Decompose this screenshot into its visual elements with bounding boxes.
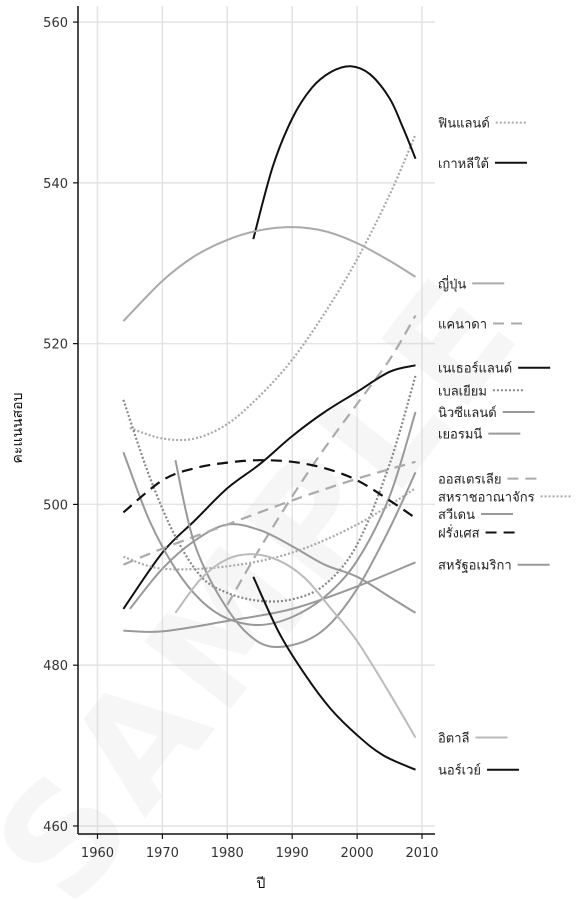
legend-label: เนเธอร์แลนด์	[438, 361, 512, 377]
legend-label: ฟินแลนด์	[438, 116, 490, 132]
series-line-6	[129, 523, 417, 614]
legend-label: ฝรั่งเศส	[438, 525, 480, 542]
legend-label: แคนาดา	[438, 318, 487, 333]
legend-entry-2: ญี่ปุ่น	[438, 275, 505, 292]
series-line-8	[122, 460, 416, 566]
x-tick-label: 1990	[276, 846, 309, 861]
legend-label: นิวซีแลนด์	[438, 405, 497, 421]
series-line-10	[174, 459, 417, 649]
legend-entry-6: นิวซีแลนด์	[438, 405, 535, 421]
series-line-11	[122, 459, 417, 520]
legend-entry-1: เกาหลีใต้	[438, 156, 527, 172]
legend-label: สหราชอาณาจักร	[438, 490, 535, 505]
legend-entry-0: ฟินแลนด์	[438, 116, 528, 132]
legend-label: ญี่ปุ่น	[438, 275, 466, 292]
legend-entry-11: ฝรั่งเศส	[438, 525, 518, 542]
y-axis-title: คะแนนสอบ	[10, 393, 26, 464]
x-axis-title: ปี	[256, 876, 265, 892]
legend-entry-12: สหรัฐอเมริกา	[438, 559, 550, 574]
series-line-12	[123, 561, 416, 633]
legend-label: ออสเตรเลีย	[438, 472, 501, 488]
legend-label: สวีเดน	[438, 507, 475, 523]
series-line-4	[122, 364, 416, 610]
legend-entry-3: แคนาดา	[438, 318, 526, 333]
y-tick-label: 520	[43, 338, 68, 353]
axes: 1960 1970 1980 1990 2000 2010 460 480 500 520 540 5…	[43, 6, 439, 861]
grid	[78, 6, 435, 834]
legend-label: เยอรมนี	[438, 427, 482, 443]
legend-entry-13: อิตาลี	[438, 731, 508, 747]
y-tick-label: 560	[43, 16, 68, 31]
legend-label: เกาหลีใต้	[438, 156, 489, 172]
y-tick-label: 460	[43, 820, 68, 835]
legend: ฟินแลนด์เกาหลีใต้ญี่ปุ่นแคนาดาเนเธอร์แลน…	[438, 116, 573, 779]
x-tick-label: 1980	[211, 846, 244, 861]
x-tick-label: 1960	[81, 846, 114, 861]
y-tick-label: 540	[43, 177, 68, 192]
legend-entry-4: เนเธอร์แลนด์	[438, 361, 551, 377]
series-lines	[122, 65, 417, 771]
series-line-2	[122, 226, 417, 322]
y-tick-label: 500	[43, 498, 68, 513]
series-line-9	[123, 487, 417, 571]
series-line-14	[252, 576, 416, 771]
legend-label: นอร์เวย์	[438, 763, 481, 779]
legend-entry-10: สวีเดน	[438, 507, 514, 523]
x-tick-label: 1970	[146, 846, 179, 861]
series-line-13	[174, 553, 417, 739]
legend-label: สหรัฐอเมริกา	[438, 559, 512, 574]
legend-entry-7: เยอรมนี	[438, 427, 521, 443]
x-tick-label: 2000	[341, 846, 374, 861]
series-line-7	[122, 411, 417, 627]
legend-entry-9: สหราชอาณาจักร	[438, 490, 573, 505]
series-line-1	[252, 65, 417, 240]
series-line-3	[226, 314, 417, 606]
y-tick-label: 480	[43, 659, 68, 674]
legend-label: เบลเยียม	[438, 383, 487, 399]
legend-entry-14: นอร์เวย์	[438, 763, 520, 779]
legend-entry-5: เบลเยียม	[438, 383, 525, 399]
legend-label: อิตาลี	[438, 731, 470, 747]
legend-entry-8: ออสเตรเลีย	[438, 472, 540, 488]
x-tick-label: 2010	[405, 846, 438, 861]
